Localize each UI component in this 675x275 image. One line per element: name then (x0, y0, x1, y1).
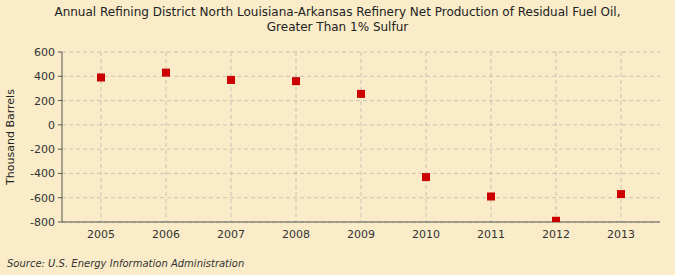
title-line: Greater Than 1% Sulfur (267, 20, 408, 34)
y-tick-label: -200 (30, 143, 55, 156)
y-tick-label: -400 (30, 167, 55, 180)
x-tick-label: 2010 (412, 228, 440, 241)
x-tick-label: 2009 (347, 228, 375, 241)
grid (62, 52, 660, 222)
points (97, 69, 625, 222)
x-tick-label: 2005 (87, 228, 115, 241)
x-tick-label: 2008 (282, 228, 310, 241)
y-grid-line (62, 149, 660, 150)
y-tick-label: 600 (34, 46, 55, 59)
x-grid-line (361, 52, 362, 222)
x-grid-line (426, 52, 427, 222)
x-tick-label: 2011 (477, 228, 505, 241)
y-tick (58, 100, 62, 101)
x-axis-line (62, 222, 660, 223)
x-tick-label: 2012 (542, 228, 570, 241)
x-tick-label: 2006 (152, 228, 180, 241)
y-tick-label: -600 (30, 192, 55, 205)
y-grid-line (62, 100, 660, 101)
y-tick (58, 76, 62, 77)
y-tick-label: -800 (30, 216, 55, 229)
y-tick (58, 197, 62, 198)
point (357, 90, 365, 98)
y-grid-line (62, 197, 660, 198)
y-axis-label: Thousand Barrels (4, 89, 17, 186)
y-tick-label: 0 (48, 119, 55, 132)
y-tick (58, 124, 62, 125)
y-tick (58, 149, 62, 150)
point (422, 173, 430, 181)
source: Source: U.S. Energy Information Administ… (7, 258, 244, 269)
x-grid-line (556, 52, 557, 222)
y-tick-label: 200 (34, 95, 55, 108)
background (0, 0, 675, 275)
point (487, 193, 495, 201)
y-tick-label: 400 (34, 70, 55, 83)
point (97, 74, 105, 82)
title-line: Annual Refining District North Louisiana… (54, 5, 620, 19)
point (292, 77, 300, 85)
point (617, 190, 625, 198)
title: Annual Refining District North Louisiana… (54, 5, 620, 34)
x-tick-label: 2007 (217, 228, 245, 241)
point (162, 69, 170, 77)
y-tick (58, 222, 62, 223)
point (227, 76, 235, 84)
y-axis-line (62, 52, 63, 222)
chart: Annual Refining District North Louisiana… (0, 0, 675, 275)
y-grid-line (62, 222, 660, 223)
point (552, 217, 560, 222)
y-tick (58, 52, 62, 53)
y-tick (58, 173, 62, 174)
x-grid-line (166, 52, 167, 222)
x-tick-label: 2013 (607, 228, 635, 241)
